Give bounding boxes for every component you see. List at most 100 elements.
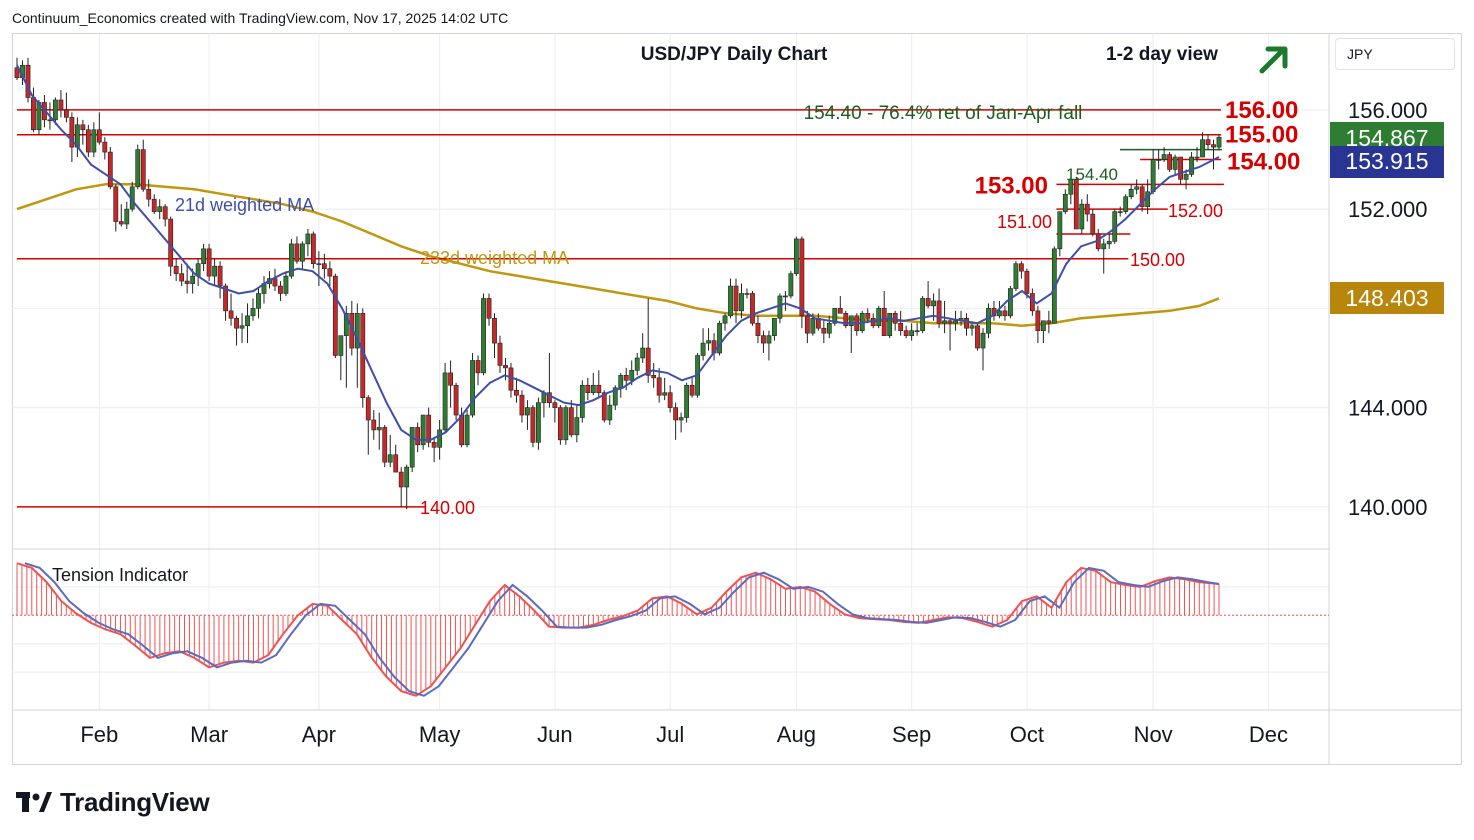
- candle-body: [772, 317, 777, 336]
- candle-body: [31, 97, 36, 131]
- level-label: 151.00: [997, 212, 1052, 232]
- price-tick-label: 152.000: [1348, 197, 1428, 222]
- candle-body: [898, 322, 904, 331]
- candle-body: [1128, 188, 1134, 198]
- candle-body: [503, 365, 508, 369]
- candle-body: [821, 327, 827, 334]
- candle-body: [964, 317, 969, 329]
- candle-body: [1002, 310, 1008, 317]
- level-label: 153.00: [975, 172, 1048, 199]
- candle-body: [925, 298, 931, 307]
- candle-body: [212, 265, 217, 277]
- candle-body: [717, 322, 722, 354]
- candle-body: [684, 384, 690, 418]
- candle-body: [107, 151, 113, 188]
- candle-body: [1079, 203, 1085, 230]
- candle-body: [750, 293, 755, 324]
- price-tick-label: 140.000: [1348, 495, 1428, 520]
- candle-body: [618, 375, 624, 389]
- candle-body: [799, 238, 805, 317]
- candle-body: [667, 392, 673, 408]
- candle-body: [14, 67, 20, 78]
- candle-body: [876, 308, 882, 327]
- candle-body: [651, 375, 657, 379]
- candle-body: [1200, 139, 1205, 158]
- candle-body: [179, 273, 185, 282]
- candle-body: [777, 295, 783, 319]
- candle-body: [793, 238, 799, 274]
- candle-body: [914, 330, 920, 332]
- candle-body: [481, 298, 486, 374]
- currency-selector[interactable]: JPY: [1335, 38, 1455, 70]
- candle-body: [1008, 288, 1013, 317]
- candle-body: [47, 119, 53, 122]
- candle-body: [1019, 263, 1024, 272]
- candle-body: [1084, 203, 1090, 215]
- candle-body: [1101, 243, 1107, 250]
- ma233-line: [16, 183, 1220, 327]
- candle-body: [426, 414, 432, 443]
- candles-layer: [14, 57, 1222, 510]
- time-tick-label: Dec: [1249, 722, 1288, 747]
- chart-frame: [12, 33, 1462, 765]
- currency-label: JPY: [1347, 46, 1373, 62]
- candle-body: [848, 315, 854, 327]
- candle-body: [574, 417, 580, 436]
- ma21-price-badge: 153.915: [1330, 145, 1444, 178]
- candle-body: [865, 313, 871, 319]
- candle-body: [338, 335, 344, 356]
- candle-body: [761, 335, 766, 344]
- candle-body: [607, 404, 613, 421]
- level-label: 152.00: [1168, 201, 1223, 221]
- ma233-label: 233d weighted MA: [420, 248, 569, 268]
- candle-body: [140, 149, 146, 190]
- candle-body: [201, 248, 207, 265]
- candle-body: [783, 295, 788, 298]
- candle-body: [1040, 320, 1046, 331]
- candle-body: [1046, 320, 1052, 324]
- tradingview-brand[interactable]: TradingView: [16, 787, 210, 818]
- candle-body: [733, 285, 739, 312]
- ma233-price-badge: 148.403: [1330, 282, 1444, 315]
- candle-body: [409, 427, 415, 468]
- candle-body: [234, 317, 239, 329]
- candle-body: [909, 330, 915, 336]
- candle-body: [1150, 159, 1156, 193]
- level-label: 156.00: [1225, 97, 1298, 124]
- time-tick-label: Nov: [1134, 722, 1173, 747]
- ma21-layer: [16, 64, 1220, 441]
- price-tick-label: 156.000: [1348, 98, 1428, 123]
- candle-body: [1194, 156, 1200, 159]
- price-tick-label: 144.000: [1348, 396, 1428, 421]
- candle-body: [656, 377, 662, 396]
- candle-body: [437, 429, 443, 448]
- candle-body: [332, 275, 338, 356]
- candle-body: [596, 384, 602, 394]
- candle-body: [634, 357, 640, 371]
- indicator-title: Tension Indicator: [52, 565, 188, 585]
- candle-body: [206, 248, 212, 277]
- candle-body: [63, 109, 69, 118]
- candle-body: [470, 360, 475, 416]
- candle-body: [135, 149, 141, 188]
- candle-body: [442, 372, 448, 431]
- candle-body: [300, 243, 305, 262]
- candle-body: [365, 397, 371, 421]
- attribution-text: Continuum_Economics created with Trading…: [12, 10, 509, 26]
- candle-body: [739, 293, 744, 312]
- candle-body: [190, 275, 196, 284]
- candle-body: [1068, 179, 1074, 195]
- level-label: 140.00: [420, 498, 475, 518]
- candle-body: [612, 387, 618, 406]
- candle-body: [1123, 196, 1129, 212]
- candle-body: [1156, 159, 1162, 161]
- candle-body: [228, 310, 234, 319]
- candle-body: [1057, 211, 1063, 250]
- candle-body: [250, 308, 256, 317]
- candle-body: [931, 300, 936, 307]
- candle-body: [492, 317, 497, 344]
- candle-body: [310, 233, 316, 265]
- candle-body: [557, 407, 563, 441]
- candle-body: [102, 141, 108, 153]
